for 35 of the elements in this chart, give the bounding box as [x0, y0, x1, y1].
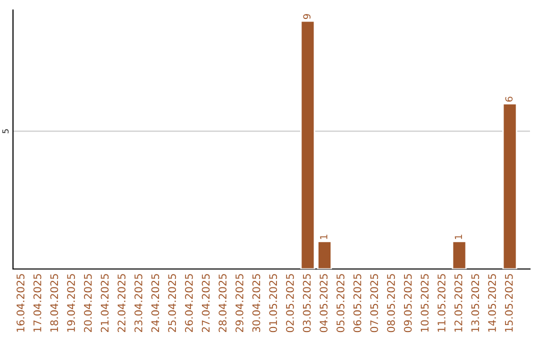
x-tick-label: 12.05.2025	[454, 274, 462, 332]
data-label: 1	[454, 234, 462, 239]
x-tick-label: 29.04.2025	[235, 274, 244, 332]
x-tick-label: 13.05.2025	[471, 274, 480, 332]
x-tick-label: 26.04.2025	[184, 274, 193, 332]
x-tick-label: 07.05.2025	[370, 274, 378, 332]
x-tick-label: 05.05.2025	[336, 274, 344, 332]
x-tick-label: 18.04.2025	[50, 274, 58, 332]
x-tick-label: 15.05.2025	[504, 274, 513, 332]
x-tick-label: 16.04.2025	[16, 274, 24, 332]
x-tick-label: 30.04.2025	[252, 274, 260, 332]
x-tick-label: 14.05.2025	[488, 274, 496, 332]
x-tick-label: 08.05.2025	[387, 274, 395, 332]
ref-line-label: 5	[2, 129, 9, 134]
data-label: 9	[303, 14, 311, 20]
x-tick-label: 04.05.2025	[320, 274, 328, 332]
x-tick-label: 25.04.2025	[168, 274, 176, 332]
x-tick-label: 21.04.2025	[100, 274, 109, 332]
x-tick-label: 20.04.2025	[84, 274, 92, 332]
x-tick-label: 06.05.2025	[353, 274, 362, 332]
x-tick-label: 11.05.2025	[438, 274, 446, 332]
x-tick-label: 27.04.2025	[202, 274, 210, 332]
x-tick-label: 01.05.2025	[269, 274, 278, 332]
x-tick-label: 19.04.2025	[67, 274, 75, 332]
x-tick-label: 10.05.2025	[420, 274, 429, 332]
x-tick-label: 09.05.2025	[404, 274, 412, 332]
data-label: 1	[320, 234, 328, 239]
x-tick-label: 17.04.2025	[33, 274, 42, 332]
data-label: 6	[505, 96, 513, 102]
x-tick-label: 28.04.2025	[218, 274, 227, 332]
x-tick-label: 24.04.2025	[151, 274, 160, 332]
x-tick-label: 22.04.2025	[118, 274, 126, 332]
x-tick-label: 02.05.2025	[286, 274, 294, 332]
x-tick-label: 03.05.2025	[302, 274, 311, 332]
x-tick-label: 23.04.2025	[134, 274, 142, 332]
